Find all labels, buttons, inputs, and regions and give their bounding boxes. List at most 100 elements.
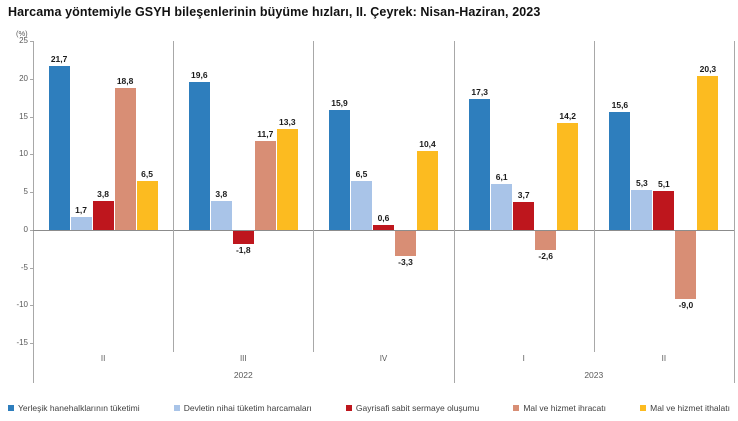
page-title: Harcama yöntemiyle GSYH bileşenlerinin b… — [8, 5, 541, 19]
bar-value-label: -2,6 — [538, 251, 554, 262]
x-axis-quarter-label: II — [100, 354, 106, 363]
x-axis-year-label: 2023 — [584, 370, 604, 380]
y-tick-label: 20 — [19, 73, 28, 83]
bar-II-s3 — [114, 87, 136, 230]
y-axis-tick — [30, 41, 33, 42]
legend-item-3: Mal ve hizmet ihracatı — [513, 403, 606, 413]
y-axis-unit-label: (%) — [16, 29, 28, 38]
legend-marker-icon — [345, 405, 352, 411]
legend-label: Yerleşik hanehalklarının tüketimi — [18, 403, 140, 413]
y-tick-label: -5 — [20, 262, 28, 272]
bar-value-label: 3,8 — [215, 189, 228, 200]
bar-value-label: 11,7 — [257, 129, 274, 140]
zero-baseline — [33, 229, 734, 231]
y-tick-label: 5 — [23, 187, 28, 196]
bar-value-label: 1,7 — [75, 204, 87, 215]
y-axis-tick — [30, 229, 33, 231]
bar-value-label: 5,3 — [635, 177, 648, 188]
legend-label: Gayrisafi sabit sermaye oluşumu — [355, 403, 480, 413]
group-separator-line — [453, 41, 455, 383]
bar-II-s1 — [70, 216, 92, 230]
bar-II-s4 — [136, 180, 158, 230]
bar-value-label: 6,5 — [355, 168, 368, 179]
bar-II-s3 — [675, 230, 697, 299]
bar-II-s0 — [609, 111, 631, 230]
bar-IV-s3 — [395, 230, 416, 256]
legend-marker-icon — [513, 405, 520, 411]
bar-value-label: -9,0 — [678, 299, 694, 310]
y-tick-label: 0 — [23, 224, 28, 234]
bar-value-label: 10,4 — [419, 139, 436, 150]
plot-right-border — [734, 41, 735, 383]
bar-I-s4 — [557, 122, 579, 230]
bar-value-label: 18,8 — [116, 75, 134, 86]
y-tick-label: 10 — [19, 149, 28, 159]
bar-value-label: 20,3 — [699, 64, 717, 75]
y-axis-tick — [30, 116, 33, 118]
y-axis-tick — [30, 305, 33, 307]
legend-item-1: Devletin nihai tüketim harcamaları — [173, 403, 312, 413]
bar-value-label: 14,2 — [559, 110, 576, 121]
chart-legend: Yerleşik hanehalklarının tüketimi Devleti… — [8, 401, 730, 415]
bar-value-label: 17,3 — [471, 87, 488, 98]
legend-item-0: Yerleşik hanehalklarının tüketimi — [8, 403, 140, 413]
y-tick-label: 15 — [19, 111, 28, 121]
x-axis-year-label: 2022 — [233, 370, 253, 380]
x-axis-quarter-label: III — [239, 354, 247, 363]
legend-item-4: Mal ve hizmet ithalatı — [640, 403, 730, 413]
bar-value-label: -3,3 — [398, 256, 413, 267]
bar-IV-s1 — [351, 180, 372, 230]
group-separator-line — [313, 41, 315, 352]
bar-value-label: 0,6 — [377, 213, 390, 224]
bar-II-s4 — [697, 76, 719, 230]
bar-value-label: 3,7 — [517, 189, 530, 200]
bar-value-label: 13,3 — [279, 117, 296, 128]
legend-item-2: Gayrisafi sabit sermaye oluşumu — [345, 403, 480, 413]
y-axis-line — [33, 41, 34, 383]
group-separator-line — [173, 41, 175, 352]
bar-value-label: -1,8 — [235, 245, 251, 256]
bar-value-label: 19,6 — [191, 69, 208, 80]
bar-III-s3 — [254, 141, 276, 230]
bar-value-label: 15,9 — [331, 97, 348, 108]
y-axis-tick — [30, 343, 33, 344]
bar-IV-s2 — [373, 225, 394, 230]
bar-II-s1 — [631, 189, 653, 230]
chart-canvas: (%) 25 20 15 10 5 0 -5 -10 -15 21,7 1,7 3,8 18,8 6,5 I… — [0, 28, 738, 388]
bar-III-s2 — [232, 230, 254, 245]
bar-value-label: 6,1 — [495, 171, 508, 182]
bar-IV-s4 — [417, 151, 438, 230]
bar-value-label: 21,7 — [50, 53, 68, 64]
bar-II-s2 — [92, 201, 114, 230]
bar-II-s2 — [653, 191, 675, 230]
bar-III-s1 — [210, 201, 232, 230]
bar-III-s0 — [188, 81, 210, 230]
bar-value-label: 5,1 — [657, 179, 670, 190]
bar-value-label: 3,8 — [97, 189, 109, 200]
legend-marker-icon — [8, 405, 14, 411]
bar-IV-s0 — [329, 109, 350, 230]
bar-I-s1 — [491, 183, 513, 230]
bar-I-s2 — [513, 201, 535, 230]
bar-I-s3 — [535, 230, 557, 251]
legend-label: Mal ve hizmet ihracatı — [523, 403, 607, 413]
x-axis-quarter-label: I — [522, 354, 525, 363]
y-axis-tick — [30, 192, 33, 193]
y-tick-label: 25 — [19, 36, 28, 45]
y-tick-label: -10 — [16, 300, 28, 310]
bar-II-s0 — [48, 65, 70, 230]
legend-marker-icon — [640, 405, 647, 411]
legend-label: Mal ve hizmet ithalatı — [650, 403, 730, 413]
legend-marker-icon — [173, 405, 180, 411]
x-axis-quarter-label: IV — [379, 354, 388, 363]
y-axis-tick — [30, 154, 33, 156]
y-axis-tick — [30, 78, 33, 80]
y-axis-tick — [30, 267, 33, 269]
y-tick-label: -15 — [16, 338, 28, 347]
group-separator-line — [593, 41, 595, 352]
bar-III-s4 — [276, 129, 298, 230]
x-axis-quarter-label: II — [661, 354, 667, 363]
bar-value-label: 15,6 — [611, 99, 629, 110]
bar-value-label: 6,5 — [141, 168, 153, 179]
legend-label: Devletin nihai tüketim harcamaları — [183, 403, 312, 413]
